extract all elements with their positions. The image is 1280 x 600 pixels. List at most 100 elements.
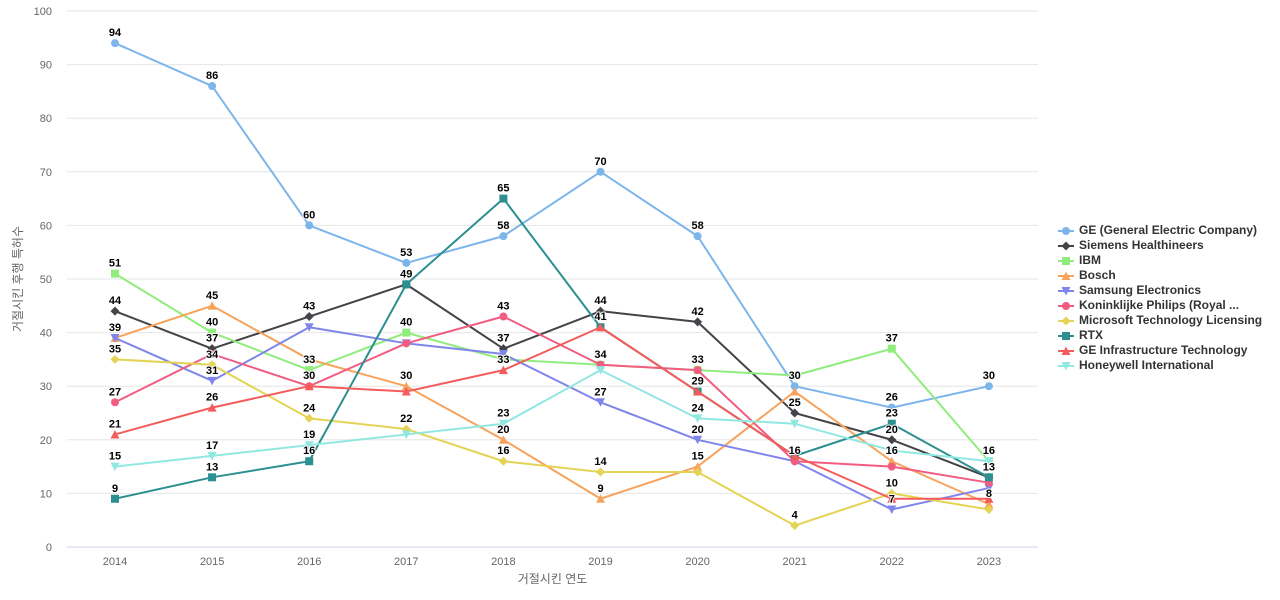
legend-marker-icon [1058, 271, 1074, 280]
legend-item[interactable]: Koninklijke Philips (Royal ... [1058, 298, 1262, 313]
data-label: 13 [983, 461, 995, 473]
legend-label: Samsung Electronics [1079, 283, 1202, 297]
y-tick-label: 40 [40, 328, 52, 340]
legend-item[interactable]: GE (General Electric Company) [1058, 223, 1262, 238]
legend-symbol [1061, 316, 1071, 325]
legend-label: Microsoft Technology Licensing [1079, 313, 1263, 327]
data-label: 53 [400, 247, 412, 259]
data-point [887, 488, 897, 498]
legend-label: RTX [1079, 328, 1103, 342]
data-point [110, 429, 120, 439]
data-point [887, 344, 896, 353]
data-label: 24 [303, 402, 316, 414]
data-point [596, 366, 605, 375]
x-tick-label: 2023 [977, 556, 1001, 568]
legend-marker-icon [1058, 286, 1074, 295]
legend-item[interactable]: IBM [1058, 253, 1262, 268]
data-label: 30 [303, 370, 315, 382]
data-label: 21 [109, 418, 121, 430]
data-point [402, 339, 411, 348]
data-point [305, 366, 314, 375]
series-line [114, 197, 990, 500]
legend-item[interactable]: Samsung Electronics [1058, 283, 1262, 298]
legend-item[interactable]: Honeywell International [1058, 358, 1262, 373]
data-point [790, 408, 800, 418]
series-line [114, 283, 990, 479]
data-label: 44 [109, 295, 122, 307]
series-line [114, 42, 990, 409]
data-label: 41 [594, 311, 606, 323]
legend-label: GE Infrastructure Technology [1079, 343, 1248, 357]
data-point [887, 446, 897, 456]
legend-marker-icon [1058, 256, 1074, 265]
data-point [498, 456, 508, 466]
data-point [693, 414, 703, 423]
data-point [207, 301, 217, 310]
data-point [693, 435, 703, 445]
data-label: 16 [303, 445, 315, 457]
grid-lines [67, 10, 1038, 494]
data-point [110, 354, 120, 364]
data-point [596, 167, 605, 176]
data-point [596, 467, 605, 477]
legend-marker-icon [1058, 301, 1074, 310]
data-point [596, 306, 605, 316]
data-point [693, 317, 703, 327]
legend-label: Honeywell International [1079, 358, 1214, 372]
y-axis-title: 거절시킨 후행 특허수 [10, 226, 25, 332]
data-point [693, 462, 703, 471]
data-label: 9 [112, 483, 118, 495]
data-label: 37 [206, 333, 218, 345]
series-line [114, 326, 990, 500]
data-label: 10 [886, 477, 898, 489]
legend-item[interactable]: RTX [1058, 328, 1262, 343]
data-label: 51 [109, 258, 121, 270]
data-label: 26 [886, 392, 898, 404]
data-point [402, 258, 411, 267]
y-tick-label: 80 [40, 113, 52, 125]
data-label: 24 [691, 402, 704, 414]
data-point [790, 419, 800, 429]
data-point [498, 419, 508, 429]
data-label: 23 [886, 408, 898, 420]
legend-item[interactable]: Microsoft Technology Licensing [1058, 313, 1262, 328]
data-label: 26 [206, 392, 218, 404]
x-tick-label: 2014 [103, 556, 127, 568]
series-line [114, 304, 990, 506]
data-point [401, 430, 411, 439]
data-point [207, 403, 217, 412]
y-tick-label: 10 [40, 488, 52, 500]
data-point [693, 232, 702, 241]
data-point [402, 280, 411, 289]
data-point [401, 387, 411, 396]
legend-marker-icon [1058, 361, 1074, 370]
data-label: 30 [789, 370, 801, 382]
y-tick-label: 90 [40, 60, 52, 72]
data-point [596, 398, 605, 407]
data-point [499, 355, 508, 364]
x-axis-ticks: 2014 2015 2016 2017 2018 2019 2020 2021 2022 2023 [103, 556, 1001, 568]
series-line [114, 369, 990, 468]
data-point [304, 354, 314, 364]
data-point [887, 505, 897, 514]
legend-item[interactable]: Bosch [1058, 268, 1262, 283]
data-point [984, 382, 993, 391]
data-label: 7 [889, 493, 895, 505]
data-point [305, 457, 314, 466]
y-axis-ticks: 0 10 20 30 40 50 60 70 80 90 100 [34, 6, 52, 554]
data-label: 86 [206, 70, 218, 82]
data-point [111, 494, 119, 503]
data-point [304, 413, 314, 423]
data-labels: 9451443935272115986454037343126171360433… [108, 26, 996, 522]
data-label: 20 [691, 424, 703, 436]
data-label: 37 [497, 333, 509, 345]
legend-symbol [1062, 226, 1070, 235]
legend-item[interactable]: Siemens Healthineers [1058, 238, 1262, 253]
data-point [208, 350, 217, 359]
legend-marker-icon [1058, 316, 1074, 325]
series-layer [110, 39, 994, 531]
legend-item[interactable]: GE Infrastructure Technology [1058, 343, 1262, 358]
legend-marker-icon [1058, 226, 1074, 235]
series-9 [110, 366, 994, 472]
